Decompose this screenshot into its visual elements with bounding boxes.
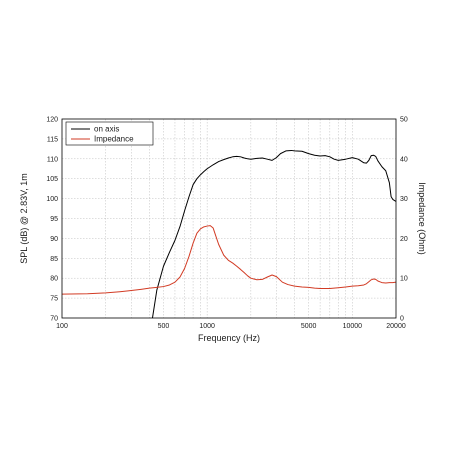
y-tick-label: 120 — [46, 117, 58, 124]
x-tick-label: 5000 — [301, 323, 317, 330]
y2-tick-label: 40 — [400, 156, 408, 163]
y2-tick-label: 0 — [400, 316, 404, 323]
y2-tick-label: 20 — [400, 236, 408, 243]
x-axis-label: Frequency (Hz) — [198, 333, 260, 343]
legend: on axis Impedance — [65, 121, 154, 146]
x-tick-label: 20000 — [386, 323, 406, 330]
x-tick-label: 500 — [158, 323, 170, 330]
legend-label-impedance: Impedance — [94, 135, 134, 144]
y-tick-label: 115 — [47, 136, 58, 143]
y-tick-label: 75 — [50, 296, 58, 303]
legend-label-on-axis: on axis — [94, 125, 119, 134]
x-tick-label: 10000 — [343, 323, 363, 330]
y-tick-label: 80 — [50, 276, 58, 283]
y2-tick-label: 30 — [400, 196, 408, 203]
y-tick-label: 105 — [46, 176, 58, 183]
y-tick-label: 70 — [50, 316, 58, 323]
y2-axis-label: Impedance (Ohm) — [417, 182, 427, 255]
x-tick-label: 1000 — [199, 323, 215, 330]
series-impedance-line — [61, 225, 397, 295]
tick-labels: 100 500 1000 5000 10000 200007075808590951001… — [46, 117, 408, 331]
x-tick-label: 100 — [56, 323, 68, 330]
plot-background — [62, 119, 396, 318]
plot-frame — [61, 118, 397, 319]
y-tick-label: 95 — [50, 216, 58, 223]
y-tick-label: 100 — [46, 196, 58, 203]
y-tick-label: 85 — [50, 256, 58, 263]
y-tick-label: 90 — [50, 236, 58, 243]
y2-tick-label: 50 — [400, 117, 408, 124]
series-on-axis-line — [151, 149, 397, 319]
grid — [62, 119, 396, 318]
y-tick-label: 110 — [47, 156, 58, 163]
y-axis-label: SPL (dB) @ 2.83V, 1m — [19, 173, 29, 264]
series-layer — [61, 149, 397, 319]
y2-tick-label: 10 — [400, 276, 408, 283]
